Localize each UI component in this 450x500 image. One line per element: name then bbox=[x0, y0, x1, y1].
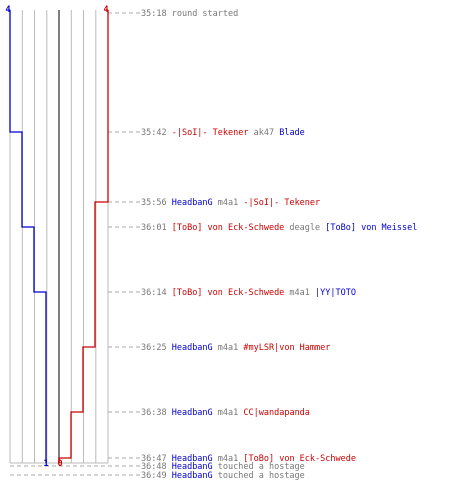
event-time: 36:48 bbox=[141, 462, 172, 472]
event-part: [ToBo] von Eck-Schwede bbox=[172, 288, 285, 298]
event-part: Blade bbox=[279, 128, 305, 138]
event-part: ak47 bbox=[248, 128, 279, 138]
event-row: 36:48 HeadbanG touched a hostage bbox=[141, 462, 305, 472]
event-time: 36:49 bbox=[141, 471, 172, 481]
event-part: HeadbanG bbox=[172, 471, 213, 481]
series-lines bbox=[9, 10, 109, 463]
event-part: m4a1 bbox=[213, 343, 244, 353]
event-part: CC|wandapanda bbox=[243, 408, 310, 418]
tick-label: 4 bbox=[103, 5, 108, 15]
event-time: 36:01 bbox=[141, 223, 172, 233]
event-row: 35:18 round started bbox=[141, 9, 238, 19]
event-part: |YY|TOTO bbox=[315, 288, 356, 298]
event-time: 36:25 bbox=[141, 343, 172, 353]
event-row: 36:47 HeadbanG m4a1 [ToBo] von Eck-Schwe… bbox=[141, 454, 356, 464]
event-time: 35:42 bbox=[141, 128, 172, 138]
event-row: 36:25 HeadbanG m4a1 #myLSR|von Hammer bbox=[141, 343, 330, 353]
tick-label: 0 bbox=[57, 459, 62, 469]
event-row: 35:56 HeadbanG m4a1 -|SoI|- Tekener bbox=[141, 198, 320, 208]
grid-lines bbox=[9, 10, 109, 464]
event-part: [ToBo] von Eck-Schwede bbox=[243, 454, 356, 464]
event-part: m4a1 bbox=[213, 198, 244, 208]
event-row: 36:49 HeadbanG touched a hostage bbox=[141, 471, 305, 481]
event-log: 35:18 round started 35:42 -|SoI|- Tekener… bbox=[141, 9, 417, 481]
event-part: HeadbanG bbox=[172, 198, 213, 208]
event-part: m4a1 bbox=[213, 408, 244, 418]
event-part: touched a hostage bbox=[213, 462, 305, 472]
tick-labels: 4 1 0 4 bbox=[5, 5, 108, 469]
series-line-blue bbox=[9, 10, 47, 463]
event-time: 35:18 bbox=[141, 9, 172, 19]
event-part: -|SoI|- Tekener bbox=[243, 198, 320, 208]
event-time: 36:38 bbox=[141, 408, 172, 418]
series-line-red bbox=[58, 10, 109, 463]
event-row: 36:01 [ToBo] von Eck-Schwede deagle [ToB… bbox=[141, 223, 417, 233]
event-row: 36:38 HeadbanG m4a1 CC|wandapanda bbox=[141, 408, 310, 418]
event-part: HeadbanG bbox=[172, 462, 213, 472]
event-time: 35:56 bbox=[141, 198, 172, 208]
event-dash-lines bbox=[10, 12, 140, 476]
event-part: round started bbox=[172, 9, 239, 19]
event-part: HeadbanG bbox=[172, 408, 213, 418]
tick-label: 4 bbox=[5, 5, 10, 15]
event-part: touched a hostage bbox=[213, 471, 305, 481]
tick-label: 1 bbox=[43, 459, 48, 469]
event-time: 36:47 bbox=[141, 454, 172, 464]
event-row: 36:14 [ToBo] von Eck-Schwede m4a1 |YY|TO… bbox=[141, 288, 356, 298]
event-part: #myLSR|von Hammer bbox=[243, 343, 330, 353]
event-part: [ToBo] von Eck-Schwede bbox=[172, 223, 285, 233]
event-row: 35:42 -|SoI|- Tekener ak47 Blade bbox=[141, 128, 305, 138]
event-part: HeadbanG bbox=[172, 454, 213, 464]
event-part: [ToBo] von Meissel bbox=[325, 223, 417, 233]
event-part: m4a1 bbox=[213, 454, 244, 464]
event-part: HeadbanG bbox=[172, 343, 213, 353]
event-part: deagle bbox=[284, 223, 325, 233]
event-part: m4a1 bbox=[284, 288, 315, 298]
event-part: -|SoI|- Tekener bbox=[172, 128, 249, 138]
event-time: 36:14 bbox=[141, 288, 172, 298]
